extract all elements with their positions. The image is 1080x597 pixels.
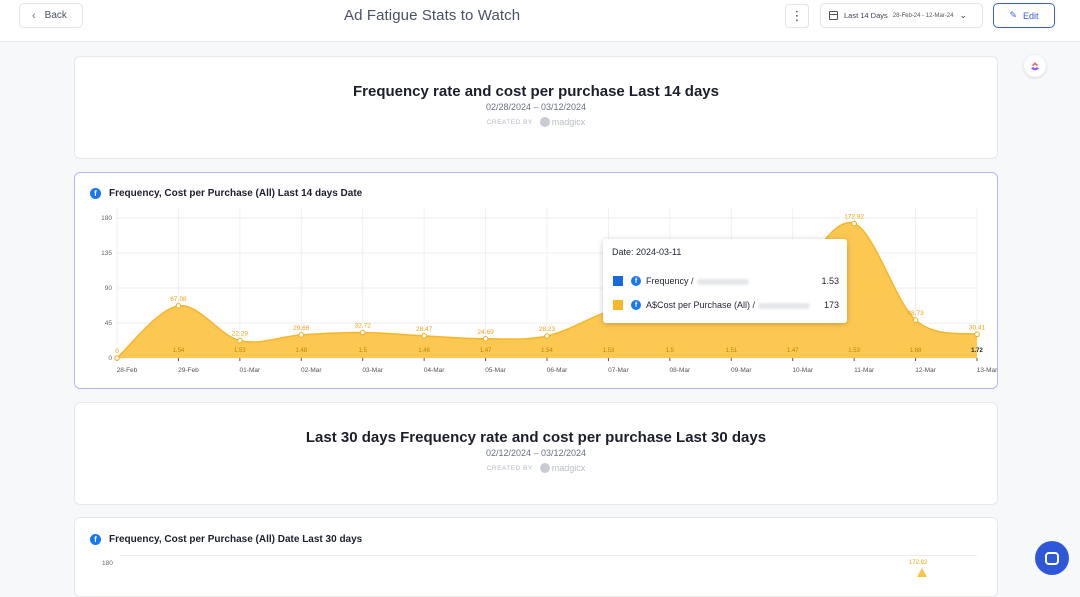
- redacted-text: [696, 278, 749, 285]
- top-bar: ‹ Back Ad Fatigue Stats to Watch ⋮ Last …: [0, 0, 1080, 42]
- page-title: Ad Fatigue Stats to Watch: [344, 7, 521, 24]
- chat-icon: [1045, 551, 1059, 565]
- date-range-dates: 28-Feb-24 - 12-Mar-24: [892, 12, 954, 19]
- date-range-label: Last 14 Days: [844, 11, 888, 20]
- edit-label: Edit: [1023, 10, 1039, 21]
- madgicx-brand-text: madgicx: [551, 463, 586, 473]
- edit-button[interactable]: ✎ Edit: [993, 3, 1055, 28]
- tooltip-row-frequency: f Frequency / 1.53: [613, 276, 839, 286]
- facebook-icon: f: [631, 276, 641, 286]
- data-label: 172.92: [909, 560, 928, 566]
- chart-card-14-days[interactable]: f Frequency, Cost per Purchase (All) Las…: [74, 172, 998, 389]
- chart-title-text: Frequency, Cost per Purchase (All) Last …: [109, 188, 363, 199]
- section-date-range: 02/12/2024 – 03/12/2024: [485, 448, 587, 458]
- chevron-down-icon: ⌄: [959, 10, 968, 20]
- madgicx-logo-icon: [539, 463, 550, 473]
- chart-card-30-days[interactable]: f Frequency, Cost per Purchase (All) Dat…: [74, 517, 998, 597]
- madgicx-logo-icon: [539, 117, 550, 127]
- chevron-left-icon: ‹: [32, 9, 36, 22]
- facebook-icon: f: [90, 534, 101, 545]
- chart-tooltip: Date: 2024-03-11 f Frequency / 1.53 f A$…: [603, 239, 847, 323]
- tooltip-label: Frequency /: [646, 276, 694, 286]
- chat-support-button[interactable]: [1035, 541, 1069, 575]
- more-vertical-icon: ⋮: [790, 8, 804, 23]
- created-by: CREATED BY madgicx: [75, 463, 997, 473]
- cost-swatch: [613, 300, 623, 310]
- calendar-icon: [829, 11, 838, 20]
- chart-title-text: Frequency, Cost per Purchase (All) Date …: [109, 534, 363, 545]
- tooltip-label: A$Cost per Purchase (All) /: [646, 300, 756, 310]
- redacted-text: [758, 302, 811, 309]
- facebook-icon: f: [631, 300, 641, 310]
- y-axis-tick: 180: [102, 560, 113, 567]
- back-label: Back: [44, 10, 67, 21]
- chart-title: f Frequency, Cost per Purchase (All) Las…: [90, 188, 362, 199]
- created-by: CREATED BY madgicx: [75, 117, 997, 127]
- section-header-card-14-days: Frequency rate and cost per purchase Las…: [74, 56, 998, 159]
- tooltip-value: 173: [823, 300, 839, 310]
- section-title: Last 30 days Frequency rate and cost per…: [305, 429, 767, 446]
- grid-line: [120, 555, 977, 556]
- facebook-icon: f: [90, 188, 101, 199]
- chart-title: f Frequency, Cost per Purchase (All) Dat…: [90, 534, 362, 545]
- frequency-swatch: [613, 276, 623, 286]
- more-options-button[interactable]: ⋮: [785, 4, 809, 28]
- created-by-label: CREATED BY: [486, 464, 533, 472]
- back-button[interactable]: ‹ Back: [19, 3, 83, 28]
- madgicx-logo: madgicx: [539, 117, 586, 127]
- section-header-card-30-days: Last 30 days Frequency rate and cost per…: [74, 402, 998, 505]
- tooltip-date: Date: 2024-03-11: [612, 247, 682, 257]
- created-by-label: CREATED BY: [486, 118, 533, 126]
- madgicx-brand-text: madgicx: [551, 117, 586, 127]
- pencil-icon: ✎: [1009, 10, 1018, 20]
- section-title: Frequency rate and cost per purchase Las…: [353, 83, 719, 100]
- section-date-range: 02/28/2024 – 03/12/2024: [485, 102, 587, 112]
- date-range-picker[interactable]: Last 14 Days 28-Feb-24 - 12-Mar-24 ⌄: [820, 3, 983, 28]
- peak-point: [917, 568, 927, 577]
- clickup-logo-icon[interactable]: [1024, 55, 1046, 77]
- madgicx-logo: madgicx: [539, 463, 586, 473]
- tooltip-value: 1.53: [821, 276, 839, 286]
- tooltip-row-cost: f A$Cost per Purchase (All) / 173: [613, 300, 839, 310]
